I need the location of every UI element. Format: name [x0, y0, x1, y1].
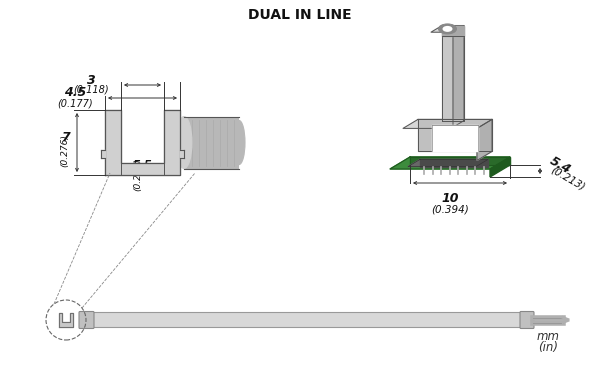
Polygon shape: [442, 26, 464, 121]
Text: (0.118): (0.118): [73, 85, 109, 95]
Text: (in): (in): [538, 340, 558, 354]
Polygon shape: [180, 150, 184, 158]
Text: (0.177): (0.177): [57, 98, 93, 108]
Text: 10: 10: [441, 192, 459, 204]
Polygon shape: [59, 313, 73, 327]
Polygon shape: [420, 159, 488, 167]
Ellipse shape: [176, 117, 192, 168]
FancyBboxPatch shape: [86, 312, 525, 327]
Ellipse shape: [443, 26, 452, 32]
Polygon shape: [477, 119, 492, 160]
FancyBboxPatch shape: [79, 312, 94, 328]
Text: (0.394): (0.394): [431, 204, 469, 214]
Polygon shape: [410, 157, 510, 165]
Polygon shape: [432, 125, 478, 152]
Text: mm: mm: [536, 330, 560, 344]
Polygon shape: [408, 159, 488, 166]
Text: (0.217): (0.217): [133, 159, 142, 191]
Polygon shape: [442, 26, 464, 36]
Ellipse shape: [439, 24, 457, 34]
Text: C245-221: C245-221: [253, 314, 307, 324]
Text: (0.276): (0.276): [61, 134, 70, 167]
Text: 4.5: 4.5: [64, 87, 86, 99]
Polygon shape: [101, 150, 105, 158]
Polygon shape: [453, 26, 464, 127]
Text: 3: 3: [86, 74, 95, 87]
Ellipse shape: [233, 120, 245, 165]
Text: 5.4: 5.4: [547, 155, 573, 177]
Text: DUAL IN LINE: DUAL IN LINE: [248, 8, 352, 22]
Text: 7: 7: [61, 131, 70, 144]
Polygon shape: [418, 119, 492, 152]
Polygon shape: [403, 119, 492, 128]
Polygon shape: [490, 157, 510, 177]
Text: 5.5: 5.5: [133, 160, 153, 170]
Bar: [184, 117, 239, 168]
Text: xxxxxx: xxxxxx: [351, 314, 389, 324]
Polygon shape: [390, 157, 510, 169]
Polygon shape: [105, 110, 180, 175]
FancyBboxPatch shape: [520, 312, 534, 328]
Polygon shape: [431, 26, 464, 32]
Text: (0.213): (0.213): [549, 165, 587, 193]
